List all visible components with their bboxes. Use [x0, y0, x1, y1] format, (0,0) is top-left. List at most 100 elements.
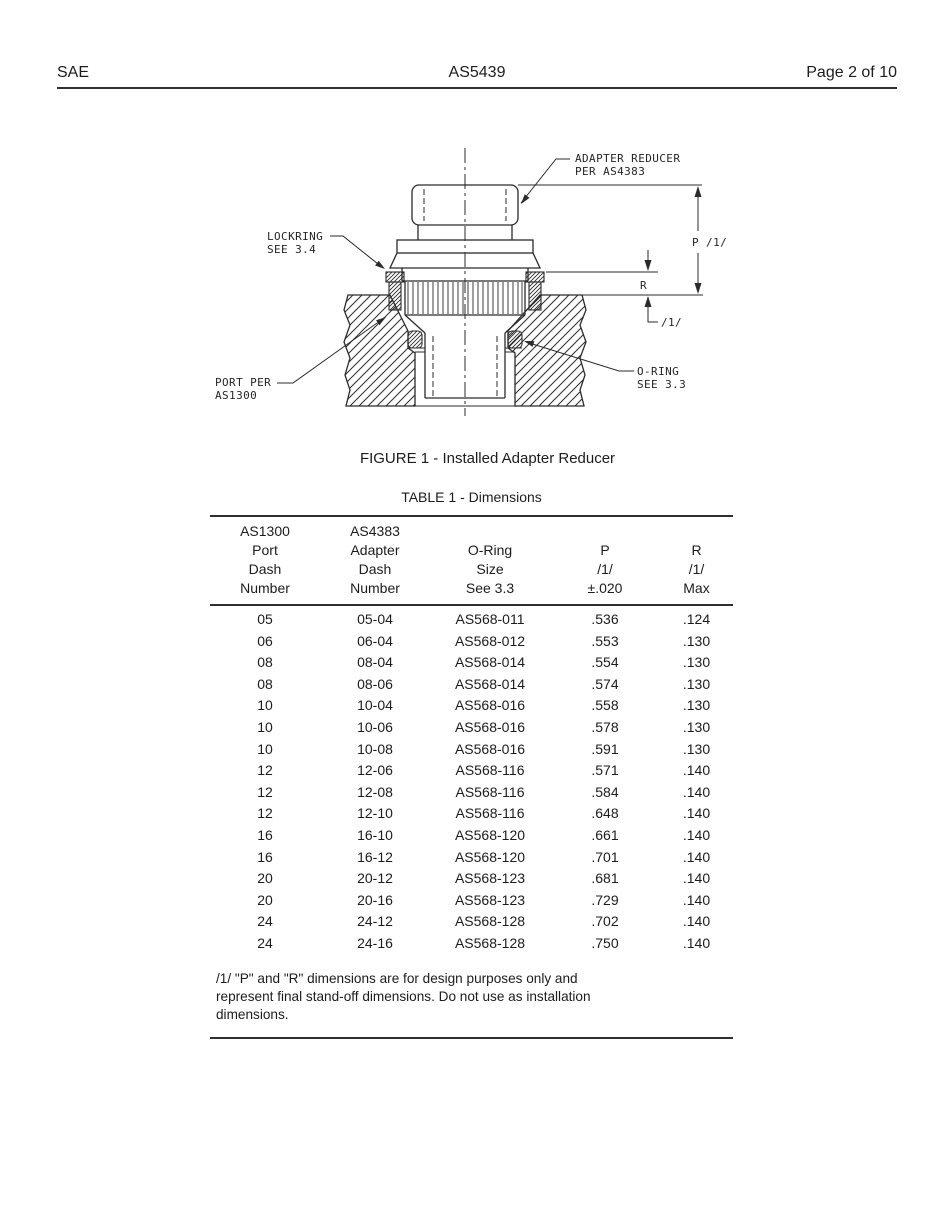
table-cell: .130: [682, 632, 711, 649]
table-row: 24 24-12 AS568-128 .702 .140: [210, 911, 733, 933]
table-cell: AS568-123: [454, 891, 526, 908]
table-cell: .140: [682, 934, 711, 951]
column-header: AS1300 Port Dash Number: [240, 523, 290, 596]
table-cell: .130: [682, 740, 711, 757]
table-cell: .584: [591, 783, 619, 800]
table-cell: .140: [682, 805, 711, 822]
table-cell: AS568-011: [455, 611, 525, 627]
lockring-label: LOCKRING SEE 3.4: [267, 230, 324, 256]
table-cell: 12: [257, 783, 273, 800]
table-cell: 10: [257, 718, 273, 735]
page-header: SAE AS5439 Page 2 of 10: [57, 64, 897, 89]
table-cell: .130: [682, 675, 711, 692]
table-cell: .553: [591, 632, 619, 649]
table-row: 20 20-16 AS568-123 .729 .140: [210, 890, 733, 912]
table-cell: .729: [591, 891, 619, 908]
table-cell: 24-16: [357, 934, 393, 951]
table-cell: .681: [591, 870, 619, 887]
table-cell: AS568-120: [454, 826, 526, 843]
table-cell: .591: [591, 740, 619, 757]
table-cell: 05-04: [357, 611, 393, 627]
table-cell: 06-04: [357, 632, 393, 649]
table-cell: 08: [257, 654, 273, 671]
table-cell: AS568-120: [454, 848, 526, 865]
table-cell: AS568-128: [454, 934, 526, 951]
table-row: 10 10-04 AS568-016 .558 .130: [210, 695, 733, 717]
table-row: 12 12-06 AS568-116 .571 .140: [210, 760, 733, 782]
table-cell: 16: [257, 848, 273, 865]
table-caption: TABLE 1 - Dimensions: [401, 489, 542, 505]
table-cell: 20: [257, 870, 273, 887]
table-row: 05 05-04 AS568-011 .536 .124: [210, 609, 733, 631]
table-body: 05 05-04 AS568-011 .536 .124 06 06-04 AS568-012…: [210, 606, 733, 955]
column-header: AS4383 Adapter Dash Number: [350, 523, 400, 596]
table-row: 16 16-10 AS568-120 .661 .140: [210, 825, 733, 847]
table-cell: .140: [682, 870, 711, 887]
table-cell: AS568-016: [454, 697, 526, 714]
table-cell: 16-12: [357, 848, 393, 865]
table-cell: .130: [682, 654, 711, 671]
table-cell: 10-06: [357, 718, 393, 735]
table-cell: .140: [682, 891, 711, 908]
bore-lines: [415, 351, 515, 407]
table-cell: .130: [682, 697, 711, 714]
table-row: 08 08-04 AS568-014 .554 .130: [210, 652, 733, 674]
port-block: [343, 294, 587, 407]
table-cell: .574: [591, 675, 619, 692]
figure-caption: FIGURE 1 - Installed Adapter Reducer: [359, 450, 616, 467]
table-header-row: AS1300 Port Dash Number AS4383 Adapter Da…: [210, 517, 733, 606]
adapter-reducer-outline: [388, 184, 542, 399]
table-cell: AS568-012: [454, 632, 526, 649]
table-cell: AS568-128: [454, 913, 526, 930]
table-cell: .140: [682, 913, 711, 930]
table-cell: .648: [591, 805, 619, 822]
adapter-reducer-label: ADAPTER REDUCER PER AS4383: [575, 152, 681, 178]
table-cell: .140: [682, 848, 711, 865]
table-cell: 12-06: [357, 762, 393, 779]
table-cell: .124: [682, 611, 711, 627]
dimension-arrows: [644, 186, 702, 307]
table-cell: 24: [257, 913, 273, 930]
table-cell: 10-08: [357, 740, 393, 757]
adapter-reducer-drawing: [277, 148, 703, 416]
header-left: SAE: [57, 64, 90, 81]
table-row: 10 10-06 AS568-016 .578 .130: [210, 717, 733, 739]
table-cell: 16: [257, 826, 273, 843]
leader-arrowheads: [375, 194, 535, 347]
table-cell: 16-10: [357, 826, 393, 843]
table-row: 12 12-10 AS568-116 .648 .140: [210, 803, 733, 825]
thread-lines: [407, 282, 523, 314]
figure-1: ADAPTER REDUCER PER AS4383 LOCKRING SEE …: [0, 0, 950, 470]
table-cell: 06: [257, 632, 273, 649]
table-cell: AS568-016: [454, 740, 526, 757]
table-cell: 10-04: [357, 697, 393, 714]
table-cell: AS568-116: [455, 805, 525, 822]
column-header: P /1/ ±.020: [587, 542, 623, 596]
table-cell: 12-10: [357, 805, 393, 822]
table-cell: AS568-016: [454, 718, 526, 735]
table-cell: 08: [257, 675, 273, 692]
table-cell: 20-12: [357, 870, 393, 887]
table-cell: 05: [257, 611, 273, 627]
oring-shape: [407, 330, 523, 349]
table-cell: AS568-014: [454, 675, 526, 692]
column-header: O-Ring Size See 3.3: [465, 542, 515, 596]
table-cell: 10: [257, 740, 273, 757]
table-cell: AS568-116: [455, 762, 525, 779]
table-cell: .578: [591, 718, 619, 735]
table-row: 06 06-04 AS568-012 .553 .130: [210, 631, 733, 653]
table-cell: .661: [591, 826, 619, 843]
table-cell: 10: [257, 697, 273, 714]
table-row: 08 08-06 AS568-014 .574 .130: [210, 674, 733, 696]
oring-label: O-RING SEE 3.3: [637, 365, 687, 391]
table-row: 16 16-12 AS568-120 .701 .140: [210, 847, 733, 869]
table-cell: 24-12: [357, 913, 393, 930]
table-footnote: /1/ "P" and "R" dimensions are for desig…: [216, 970, 591, 1022]
table-cell: .554: [591, 654, 619, 671]
table-cell: .536: [591, 611, 619, 627]
table-cell: .701: [591, 848, 619, 865]
table-cell: 12: [257, 805, 273, 822]
table-cell: AS568-123: [454, 870, 526, 887]
dimension-r-label: R: [640, 279, 648, 292]
